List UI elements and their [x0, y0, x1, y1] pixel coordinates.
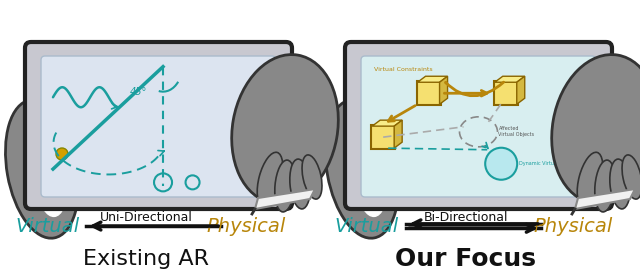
FancyBboxPatch shape — [345, 42, 612, 209]
Ellipse shape — [358, 162, 386, 216]
Circle shape — [485, 148, 517, 180]
Text: Virtual: Virtual — [16, 216, 80, 236]
Text: 45°: 45° — [129, 87, 147, 97]
Text: Virtual: Virtual — [334, 216, 398, 236]
FancyArrowPatch shape — [445, 82, 504, 96]
Ellipse shape — [38, 162, 66, 216]
FancyBboxPatch shape — [493, 81, 518, 105]
Polygon shape — [417, 76, 447, 82]
Ellipse shape — [595, 160, 615, 212]
Text: Affected
Virtual Objects: Affected Virtual Objects — [499, 126, 534, 137]
Ellipse shape — [622, 155, 640, 199]
Text: Existing AR: Existing AR — [83, 249, 209, 269]
Text: Virtual Constraints: Virtual Constraints — [374, 67, 433, 72]
Circle shape — [56, 148, 68, 160]
Ellipse shape — [232, 55, 339, 203]
Ellipse shape — [275, 160, 295, 212]
FancyBboxPatch shape — [41, 56, 276, 197]
Polygon shape — [372, 120, 402, 126]
Polygon shape — [440, 76, 447, 104]
Polygon shape — [394, 120, 402, 148]
Ellipse shape — [6, 100, 79, 238]
FancyBboxPatch shape — [361, 56, 596, 197]
Ellipse shape — [552, 55, 640, 203]
FancyBboxPatch shape — [417, 81, 440, 105]
Polygon shape — [575, 189, 635, 209]
Polygon shape — [495, 76, 525, 82]
FancyBboxPatch shape — [25, 42, 292, 209]
Ellipse shape — [326, 100, 399, 238]
Text: Dynamic Virtual Objects: Dynamic Virtual Objects — [519, 161, 579, 166]
FancyBboxPatch shape — [371, 125, 395, 149]
Ellipse shape — [290, 159, 310, 209]
Ellipse shape — [257, 152, 283, 206]
Text: Physical: Physical — [533, 216, 612, 236]
Polygon shape — [255, 189, 315, 209]
Text: Bi-Directional: Bi-Directional — [424, 211, 508, 224]
Ellipse shape — [610, 159, 630, 209]
Text: Physical: Physical — [207, 216, 286, 236]
Polygon shape — [516, 76, 525, 104]
Text: Uni-Directional: Uni-Directional — [99, 211, 193, 224]
Ellipse shape — [302, 155, 322, 199]
Circle shape — [46, 130, 78, 162]
Text: Our Focus: Our Focus — [396, 247, 536, 271]
Ellipse shape — [577, 152, 603, 206]
